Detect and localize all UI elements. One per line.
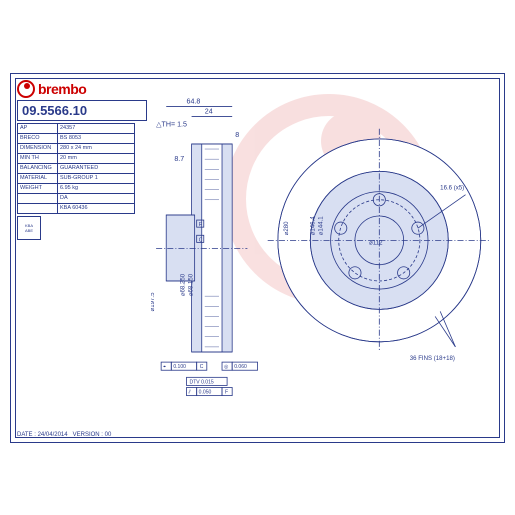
- spec-value: GUARANTEED: [58, 163, 135, 173]
- svg-text:C: C: [199, 237, 203, 243]
- version-value: 00: [105, 432, 112, 438]
- svg-text:C: C: [200, 364, 204, 370]
- technical-drawing: 64.8 24 △TH= 1.5 8 8.7 ⌀197.5 ⌀68.250 ⌀6…: [151, 84, 496, 417]
- logo-icon: [17, 80, 35, 98]
- spec-value: BS 8053: [58, 133, 135, 143]
- drawing-sheet: brembo 09.5566.10 AP24357BRECOBS 8053DIM…: [10, 73, 505, 443]
- spec-row: KBA 60436: [18, 203, 135, 213]
- spec-row: AP24357: [18, 123, 135, 133]
- svg-text:64.8: 64.8: [187, 97, 201, 105]
- brand-name: brembo: [38, 81, 86, 97]
- spec-value: SUB-GROUP 1: [58, 173, 135, 183]
- svg-text:⌀112: ⌀112: [369, 239, 383, 246]
- spec-label: MATERIAL: [18, 173, 58, 183]
- spec-label: [18, 203, 58, 213]
- svg-text:0.050: 0.050: [199, 389, 212, 395]
- svg-text:0.060: 0.060: [234, 364, 247, 370]
- svg-text:⌀146.4: ⌀146.4: [309, 215, 316, 235]
- svg-text:8: 8: [235, 130, 239, 138]
- spec-label: [18, 193, 58, 203]
- svg-text:DTV 0.015: DTV 0.015: [190, 379, 214, 385]
- svg-text:⌖: ⌖: [163, 364, 166, 370]
- svg-text:⌀197.5: ⌀197.5: [151, 291, 156, 311]
- spec-value: 6.95 kg: [58, 183, 135, 193]
- date-value: 24/04/2014: [38, 432, 68, 438]
- spec-label: AP: [18, 123, 58, 133]
- spec-label: BALANCING: [18, 163, 58, 173]
- svg-text:⌀144.1: ⌀144.1: [317, 215, 324, 235]
- spec-label: WEIGHT: [18, 183, 58, 193]
- svg-text:F: F: [199, 222, 202, 228]
- svg-text:⫽: ⫽: [188, 389, 192, 395]
- spec-label: MIN TH: [18, 153, 58, 163]
- svg-text:⌀68.250: ⌀68.250: [179, 273, 186, 296]
- svg-text:24: 24: [205, 107, 213, 115]
- svg-text:36 FINS (18+18): 36 FINS (18+18): [410, 355, 455, 362]
- brand-logo: brembo: [17, 80, 147, 98]
- version-label: VERSION :: [73, 432, 103, 438]
- spec-label: BRECO: [18, 133, 58, 143]
- footer: DATE : 24/04/2014 VERSION : 00: [17, 432, 111, 438]
- spec-row: MATERIALSUB-GROUP 1: [18, 173, 135, 183]
- spec-row: DA: [18, 193, 135, 203]
- spec-value: 280 x 24 mm: [58, 143, 135, 153]
- spec-value: 20 mm: [58, 153, 135, 163]
- svg-text:0.100: 0.100: [173, 364, 186, 370]
- spec-row: MIN TH20 mm: [18, 153, 135, 163]
- spec-row: WEIGHT6.95 kg: [18, 183, 135, 193]
- svg-text:△TH= 1.5: △TH= 1.5: [156, 120, 187, 128]
- spec-value: KBA 60436: [58, 203, 135, 213]
- kba-badge: KBA ABE: [17, 216, 41, 240]
- spec-table: AP24357BRECOBS 8053DIMENSION280 x 24 mmM…: [17, 123, 135, 214]
- part-number: 09.5566.10: [17, 100, 147, 121]
- svg-text:⌀280: ⌀280: [283, 220, 290, 234]
- date-label: DATE :: [17, 432, 36, 438]
- svg-text:16.6 (x5): 16.6 (x5): [440, 184, 464, 191]
- spec-value: 24357: [58, 123, 135, 133]
- spec-value: DA: [58, 193, 135, 203]
- spec-row: DIMENSION280 x 24 mm: [18, 143, 135, 153]
- svg-text:◎: ◎: [224, 364, 229, 370]
- spec-row: BRECOBS 8053: [18, 133, 135, 143]
- spec-row: BALANCINGGUARANTEED: [18, 163, 135, 173]
- svg-text:8.7: 8.7: [174, 155, 184, 163]
- header-block: brembo 09.5566.10 AP24357BRECOBS 8053DIM…: [17, 80, 147, 240]
- spec-label: DIMENSION: [18, 143, 58, 153]
- svg-text:⌀68.150: ⌀68.150: [188, 273, 195, 296]
- kba-line2: ABE: [25, 228, 33, 233]
- svg-text:F: F: [225, 389, 228, 395]
